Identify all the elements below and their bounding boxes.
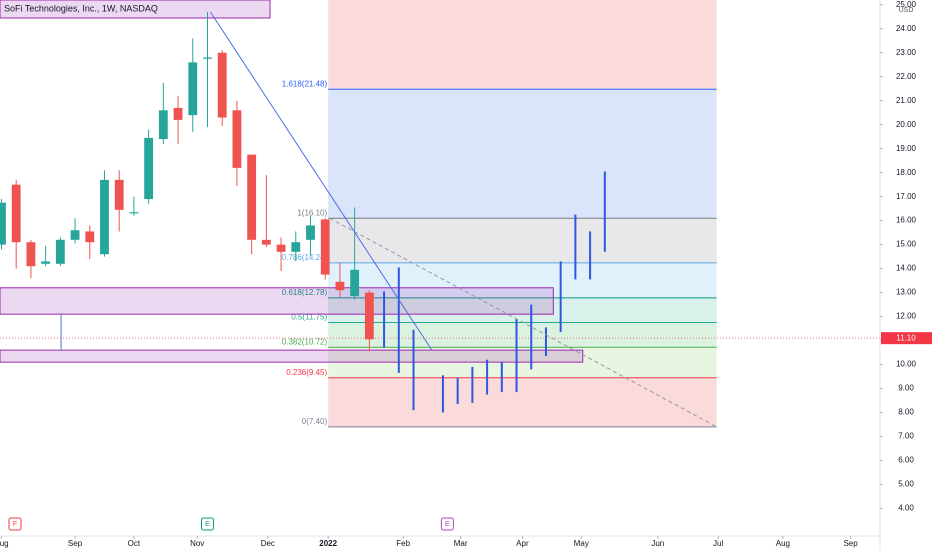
candle-body xyxy=(261,239,271,245)
y-tick-label: 14.00 xyxy=(896,264,917,273)
y-tick-label: 16.00 xyxy=(896,216,917,225)
fib-band xyxy=(328,262,717,298)
y-tick-label: 20.00 xyxy=(896,120,917,129)
y-tick-label: 4.00 xyxy=(898,504,914,513)
candle-body xyxy=(291,242,301,252)
event-marker xyxy=(8,517,22,531)
x-tick-label: Feb xyxy=(396,539,410,548)
candle-body xyxy=(188,62,198,116)
candle-body xyxy=(70,230,80,240)
x-tick-label: Dec xyxy=(261,539,275,548)
candle-body xyxy=(173,107,183,120)
y-tick-label: 6.00 xyxy=(898,456,914,465)
fib-label: 0.5(11.75) xyxy=(291,313,327,322)
zone-rect xyxy=(0,0,271,19)
x-tick-label: Aug xyxy=(0,539,9,548)
chart-title: SoFi Technologies, Inc., 1W, NASDAQ xyxy=(4,3,158,13)
event-label: E xyxy=(445,521,450,528)
last-price-label: 11.10 xyxy=(896,333,916,342)
candle-body xyxy=(129,212,139,214)
y-tick-label: 19.00 xyxy=(896,144,917,153)
event-label: E xyxy=(205,521,210,528)
y-tick-label: 8.00 xyxy=(898,408,914,417)
event-marker xyxy=(200,517,214,531)
fib-label: 0.786(14.24) xyxy=(282,253,328,262)
x-tick-label: May xyxy=(574,539,589,548)
y-tick-label: 9.00 xyxy=(898,384,914,393)
y-tick-label: 15.00 xyxy=(896,240,917,249)
candle-body xyxy=(364,292,374,340)
x-tick-label: Oct xyxy=(128,539,141,548)
fib-band xyxy=(328,297,717,323)
y-tick-label: 23.00 xyxy=(896,48,917,57)
y-tick-label: 5.00 xyxy=(898,480,914,489)
zone-rect xyxy=(0,287,554,315)
y-tick-label: 21.00 xyxy=(896,96,917,105)
fib-band xyxy=(328,0,717,90)
trend-line xyxy=(210,11,433,351)
candle-body xyxy=(350,269,360,297)
candle-body xyxy=(232,110,242,168)
event-label: F xyxy=(13,521,17,528)
candle-body xyxy=(335,281,345,291)
candle-body xyxy=(203,57,212,59)
candle-body xyxy=(100,179,109,255)
y-tick-label: 13.00 xyxy=(896,288,917,297)
y-tick-label: 10.00 xyxy=(896,360,917,369)
fib-band xyxy=(328,89,717,219)
fib-label: 0.382(10.72) xyxy=(282,337,328,346)
fib-band xyxy=(328,322,717,348)
trend-line xyxy=(329,217,717,428)
y-tick-label: 18.00 xyxy=(896,168,917,177)
candle-body xyxy=(247,154,257,240)
x-tick-label: 2022 xyxy=(319,539,337,548)
y-tick-label: 12.00 xyxy=(896,312,917,321)
x-tick-label: Jul xyxy=(713,539,723,548)
fib-band xyxy=(328,377,717,427)
x-tick-label: Mar xyxy=(454,539,468,548)
candle-body xyxy=(85,231,95,243)
fib-label: 1(16.10) xyxy=(297,208,327,217)
y-tick-label: 24.00 xyxy=(896,24,917,33)
candle-body xyxy=(217,52,227,118)
candle-body xyxy=(276,244,286,252)
candle-body xyxy=(55,239,65,264)
event-marker xyxy=(440,517,454,531)
fib-band xyxy=(328,218,717,263)
candle-body xyxy=(144,137,154,200)
candle-body xyxy=(0,202,6,245)
x-tick-label: Aug xyxy=(776,539,790,548)
currency: USD xyxy=(899,7,914,14)
candle-body xyxy=(26,242,36,267)
x-tick-label: Sep xyxy=(843,539,858,548)
last-price-box xyxy=(881,332,932,345)
fib-label: 0.618(12.78) xyxy=(282,288,328,297)
zone-rect xyxy=(0,349,584,363)
fib-label: 0.236(9.45) xyxy=(286,368,327,377)
y-tick-label: 22.00 xyxy=(896,72,917,81)
fib-label: 1.618(21.48) xyxy=(282,79,328,88)
y-tick-label: 7.00 xyxy=(898,432,914,441)
y-tick-label: 25.00 xyxy=(896,0,917,9)
plot-area: 0(7.40) 0.236(9.45) 0.382(10.72) 0.5(11.75)… xyxy=(0,0,880,428)
y-tick-label: 17.00 xyxy=(896,192,917,201)
candle-body xyxy=(320,219,330,275)
x-tick-label: Jun xyxy=(651,539,664,548)
x-tick-label: Apr xyxy=(516,539,529,548)
x-tick-label: Nov xyxy=(190,539,204,548)
candle-body xyxy=(114,179,124,210)
x-tick-label: Sep xyxy=(68,539,83,548)
candle-body xyxy=(11,184,21,243)
candle-body xyxy=(158,110,168,140)
candle-body xyxy=(41,261,51,264)
fib-label: 0(7.40) xyxy=(302,417,328,426)
candle-body xyxy=(306,225,315,240)
